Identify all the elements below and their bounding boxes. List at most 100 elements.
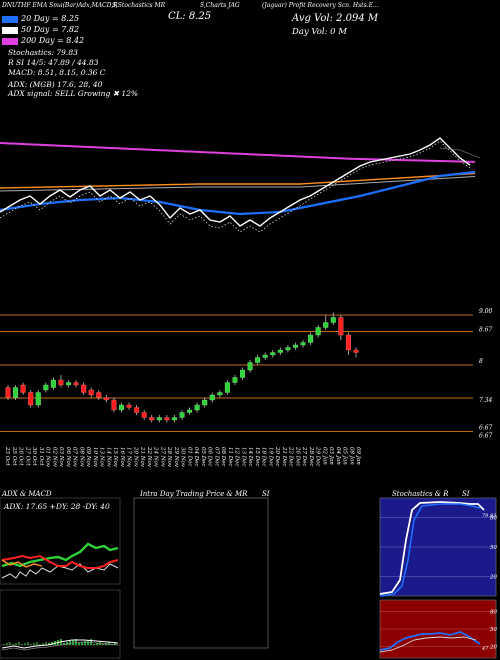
date-tick: 14 Dec [247,447,253,467]
candle [164,417,170,421]
date-tick: 20 Dec [274,446,280,467]
ma-extension-line [439,147,481,159]
date-tick: 16 Nov [119,447,125,468]
date-tick: 30 Oct [31,447,37,466]
date-tick: 13 Dec [240,447,246,467]
price-line [0,137,471,227]
date-tick: 08 Jan [348,447,354,465]
ma-gray-line [0,176,476,192]
candle [103,397,109,401]
stoch-level-label: 50 [490,545,497,551]
legend-50-day: 50 Day = 7.82 [2,25,79,34]
price-level-label: 8.67 [479,327,493,334]
candle [179,412,185,418]
adx-info: ADX: (MGB) 17.6, 28, 40 [8,80,103,89]
candle [255,357,261,363]
date-tick: 10 Nov [92,447,98,468]
candle [66,382,72,386]
date-tick: 09 Nov [85,447,91,468]
candle [292,344,298,348]
price-level-lines [0,314,473,432]
candle [81,384,87,393]
candle [50,379,56,388]
date-tick: 26 Dec [294,446,300,467]
date-tick: 09 Jan [355,447,361,465]
header-top-left: DNUTHF EMA Sma(Bar)Adx,MACD,R [2,2,118,9]
adx-panel-values: ADX: 17.65 +DY: 28 -DY: 40 [4,502,110,511]
candle [308,334,314,343]
candlestick-series [5,312,359,423]
date-tick: 06 Dec [207,447,213,467]
moving-average-panel [0,137,481,233]
date-tick: 05 Dec [200,447,206,467]
date-tick: 21 Dec [281,446,287,467]
adx-panel-title: ADX & MACD [2,490,52,498]
date-axis: 23 Oct 25 Oct 26 Oct 27 Oct 30 Oct 31 Oct 01 N… [4,446,361,468]
candle [96,392,102,398]
rsi-line [379,631,481,651]
macd-box [0,589,121,659]
date-tick: 08 Nov [78,447,84,468]
candle [217,392,223,396]
stoch-k-line [379,501,485,595]
candle [171,417,177,421]
candle [134,407,140,413]
candle [28,392,34,406]
candle [240,369,246,378]
intraday-box [133,497,269,649]
stoch-title: Stochastics & R [392,490,449,498]
rsi-info: R SI 14/5: 47.89 / 44.83 [8,58,99,67]
stochastics-info: Stochastics: 79.83 [8,48,78,57]
candle [202,399,208,406]
date-tick: 29 Dec [315,446,321,467]
candle [111,399,117,411]
date-tick: 15 Dec [254,447,260,467]
ma-orange-line [0,172,476,189]
adx-box [0,497,121,585]
adx-orange-line [1,559,43,568]
date-tick: 05 Jan [342,447,348,465]
date-tick: 20 Nov [132,446,138,468]
date-tick: 31 Oct [38,447,44,466]
candle [149,417,155,421]
ma-200-line [0,142,476,163]
candle [277,349,283,353]
date-tick: 30 Nov [180,447,186,468]
candle [194,404,200,411]
candle [187,409,193,413]
date-tick: 26 Oct [18,446,24,466]
date-tick: 28 Dec [308,446,314,467]
avg-volume: Avg Vol: 2.094 M [292,13,379,24]
rsi-level-label: 50 [490,627,497,633]
candle [224,382,230,393]
stoch-current-label: 79.83 [482,513,496,519]
rsi-level-label: 20 [489,644,497,650]
date-tick: 14 Nov [105,447,111,468]
candle [285,347,291,351]
stoch-level-label: 20 [489,574,497,580]
price-level-labels: 9.00 8.67 8 7.34 6.676.67 [479,308,493,440]
candle [156,417,162,421]
date-tick: 27 Oct [24,446,30,466]
stoch-title-2: SI [462,490,470,498]
candle [209,394,215,401]
candle [300,342,306,346]
rsi-current-label: 47 [481,646,489,652]
candle [118,404,124,411]
date-tick: 29 Nov [173,446,179,468]
candle [270,352,276,356]
candle [247,362,253,371]
candle [20,384,26,393]
date-tick: 06 Nov [65,447,71,468]
date-tick: 03 Nov [58,447,64,468]
candle [338,317,344,336]
macd-line [1,639,119,649]
header-top-mid2: S,Charts JAG [200,2,240,9]
intraday-panel [133,497,269,649]
candle [353,349,359,353]
price-level-label: 7.34 [479,397,493,404]
candle [43,384,49,391]
date-tick: 22 Dec [288,446,294,467]
